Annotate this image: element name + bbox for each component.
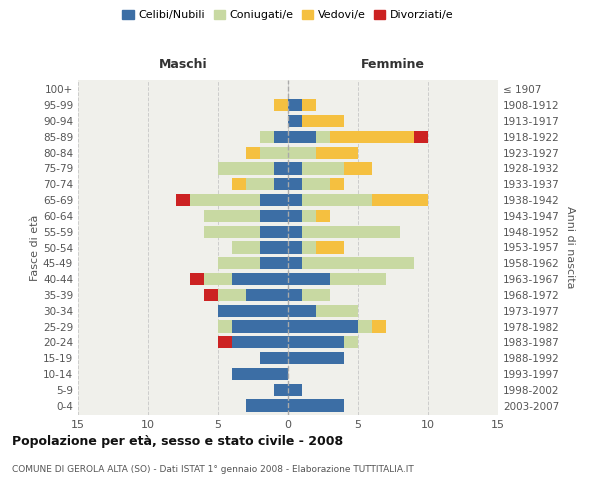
Bar (246, 400, 288, 411)
Bar (414, 130, 428, 143)
Bar (288, 384, 302, 396)
Bar (260, 226, 288, 238)
Bar (330, 273, 386, 285)
Bar (190, 194, 260, 206)
Bar (288, 288, 302, 301)
Bar (176, 194, 190, 206)
Bar (246, 178, 274, 190)
Bar (232, 368, 288, 380)
Bar (232, 242, 260, 254)
Bar (288, 226, 302, 238)
Bar (274, 384, 288, 396)
Bar (372, 194, 428, 206)
Bar (288, 130, 316, 143)
Bar (288, 242, 302, 254)
Bar (274, 162, 288, 174)
Bar (232, 336, 288, 348)
Bar (204, 288, 218, 301)
Bar (316, 242, 344, 254)
Bar (232, 273, 288, 285)
Bar (204, 273, 232, 285)
Bar (344, 162, 372, 174)
Legend: Celibi/Nubili, Coniugati/e, Vedovi/e, Divorziati/e: Celibi/Nubili, Coniugati/e, Vedovi/e, Di… (118, 6, 458, 25)
Text: Femmine: Femmine (361, 58, 425, 70)
Text: Popolazione per età, sesso e stato civile - 2008: Popolazione per età, sesso e stato civil… (12, 435, 343, 448)
Bar (302, 162, 344, 174)
Bar (232, 320, 288, 332)
Bar (288, 352, 344, 364)
Bar (330, 178, 344, 190)
Bar (190, 273, 204, 285)
Bar (218, 336, 232, 348)
Bar (288, 162, 302, 174)
Bar (316, 146, 358, 159)
Bar (302, 242, 316, 254)
Bar (232, 178, 246, 190)
Bar (260, 257, 288, 270)
Bar (316, 130, 330, 143)
Y-axis label: Fasce di età: Fasce di età (30, 214, 40, 280)
Bar (288, 336, 344, 348)
Bar (288, 115, 302, 127)
Bar (288, 320, 358, 332)
Bar (218, 288, 246, 301)
Bar (260, 146, 288, 159)
Bar (316, 304, 358, 317)
Bar (218, 304, 288, 317)
Bar (288, 304, 316, 317)
Bar (260, 130, 274, 143)
Bar (302, 288, 330, 301)
Bar (288, 400, 344, 411)
Bar (302, 210, 316, 222)
Bar (274, 178, 288, 190)
Bar (302, 178, 330, 190)
Bar (218, 162, 274, 174)
Bar (260, 210, 288, 222)
Bar (358, 320, 372, 332)
Bar (302, 115, 344, 127)
Bar (260, 242, 288, 254)
Bar (274, 130, 288, 143)
Text: Maschi: Maschi (158, 58, 208, 70)
Bar (302, 226, 400, 238)
Bar (330, 130, 414, 143)
Bar (302, 257, 414, 270)
Text: COMUNE DI GEROLA ALTA (SO) - Dati ISTAT 1° gennaio 2008 - Elaborazione TUTTITALI: COMUNE DI GEROLA ALTA (SO) - Dati ISTAT … (12, 465, 414, 474)
Y-axis label: Anni di nascita: Anni di nascita (565, 206, 575, 288)
Bar (288, 99, 302, 112)
Bar (218, 257, 260, 270)
Bar (260, 352, 288, 364)
Bar (246, 146, 260, 159)
Bar (246, 288, 288, 301)
Bar (302, 99, 316, 112)
Bar (204, 226, 260, 238)
Bar (316, 210, 330, 222)
Bar (260, 194, 288, 206)
Bar (288, 146, 316, 159)
Bar (372, 320, 386, 332)
Bar (288, 210, 302, 222)
Bar (288, 273, 330, 285)
Bar (204, 210, 260, 222)
Bar (218, 320, 232, 332)
Bar (302, 194, 372, 206)
Bar (288, 178, 302, 190)
Bar (274, 99, 288, 112)
Bar (344, 336, 358, 348)
Bar (288, 257, 302, 270)
Bar (288, 194, 302, 206)
